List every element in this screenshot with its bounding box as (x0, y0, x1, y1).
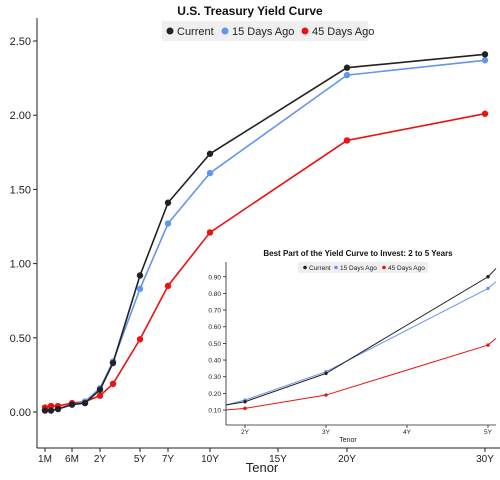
inset-data-point-45-days-ago (486, 343, 490, 347)
inset-y-tick-label: 0.80 (208, 291, 221, 298)
main-legend-label-45-days-ago: 45 Days Ago (312, 26, 374, 38)
main-data-point-current (47, 407, 55, 414)
inset-y-tick-label: 0.40 (208, 358, 221, 365)
main-data-point-45-days-ago (481, 110, 489, 117)
main-x-ticks: 1M 6M 2Y 5Y 7Y 10Y 15Y 20Y 30Y (38, 448, 494, 465)
main-x-tick-label: 30Y (476, 454, 494, 465)
inset-legend-label-current: Current (309, 265, 331, 272)
main-data-point-45-days-ago (206, 229, 214, 236)
main-legend-label-current: Current (177, 26, 214, 38)
main-data-point-current (206, 150, 214, 157)
inset-x-tick-label: 4Y (403, 429, 412, 436)
main-y-tick-label: 0.50 (10, 333, 31, 345)
main-data-point-45-days-ago (96, 392, 104, 399)
main-data-point-current (481, 51, 489, 58)
main-chart-title: U.S. Treasury Yield Curve (177, 4, 323, 18)
main-data-point-current (136, 272, 144, 279)
main-axes (36, 18, 500, 449)
main-x-tick-label: 6M (65, 454, 79, 465)
main-legend-marker-current (166, 27, 174, 35)
inset-legend-label-15-days-ago: 15 Days Ago (340, 265, 377, 272)
main-y-tick-label: 1.50 (10, 184, 31, 196)
main-legend: Current 15 Days Ago 45 Days Ago (162, 21, 374, 41)
inset-legend-marker-current (303, 265, 307, 270)
main-legend-marker-15-days-ago (221, 27, 229, 35)
main-data-point-45-days-ago (109, 380, 117, 388)
inset-data-point-45-days-ago (243, 406, 247, 411)
inset-x-tick-label: 3Y (322, 429, 331, 436)
main-data-point-current (164, 199, 172, 206)
inset-y-ticks: 0.10 0.20 0.30 0.40 0.50 0.60 0.70 0.80 0.90 (208, 274, 226, 415)
inset-legend-label-45-days-ago: 45 Days Ago (388, 265, 425, 272)
main-legend-label-15-days-ago: 15 Days Ago (232, 26, 294, 38)
main-data-point-current (68, 401, 76, 408)
inset-chart: Best Part of the Yield Curve to Invest: … (208, 240, 500, 445)
main-series-group (41, 51, 489, 414)
main-data-point-45-days-ago (136, 336, 144, 343)
main-data-point-45-days-ago (47, 402, 55, 410)
main-data-point-current (109, 359, 117, 367)
main-legend-background (162, 21, 368, 41)
main-x-axis-label: Tenor (246, 460, 279, 475)
inset-legend-marker-15-days-ago (334, 265, 338, 270)
main-y-tick-label: 2.50 (10, 36, 31, 48)
main-y-tick-label: 1.00 (10, 259, 31, 271)
main-y-ticks: 0.00 0.50 1.00 1.50 2.00 2.50 (10, 36, 37, 419)
inset-chart-title: Best Part of the Yield Curve to Invest: … (263, 249, 453, 258)
inset-x-ticks: 2Y 3Y 4Y 5Y (241, 425, 493, 436)
main-data-point-45-days-ago (164, 282, 172, 290)
main-y-tick-label: 2.00 (10, 110, 31, 122)
main-data-point-15-days-ago (343, 71, 351, 79)
inset-y-tick-label: 0.20 (208, 391, 221, 398)
main-data-point-15-days-ago (206, 169, 214, 177)
inset-y-tick-label: 0.90 (208, 274, 221, 281)
inset-legend-background (298, 262, 428, 273)
main-data-point-current (54, 405, 62, 413)
inset-y-tick-label: 0.50 (208, 341, 221, 348)
main-y-tick-label: 0.00 (10, 407, 31, 419)
inset-data-point-45-days-ago (324, 393, 328, 397)
inset-legend: Current 15 Days Ago 45 Days Ago (298, 262, 428, 273)
main-x-tick-label: 1M (38, 454, 52, 465)
main-x-tick-label: 20Y (338, 454, 356, 465)
main-x-tick-label: 15Y (269, 454, 287, 465)
inset-y-tick-label: 0.30 (208, 374, 221, 381)
inset-data-point-15-days-ago (486, 286, 490, 291)
inset-y-tick-label: 0.70 (208, 308, 221, 315)
inset-y-tick-label: 0.10 (208, 408, 221, 415)
main-data-point-current (81, 399, 89, 407)
main-data-point-current (41, 407, 49, 414)
main-x-tick-label: 2Y (94, 454, 107, 465)
inset-x-axis-label: Tenor (339, 437, 357, 444)
main-data-point-15-days-ago (164, 220, 172, 227)
main-data-point-15-days-ago (481, 57, 489, 64)
inset-x-tick-label: 2Y (241, 429, 250, 436)
main-x-tick-label: 7Y (162, 454, 175, 465)
main-data-point-15-days-ago (136, 285, 144, 293)
main-x-tick-label: 5Y (134, 454, 147, 465)
main-data-point-current (343, 64, 351, 71)
inset-data-point-current (243, 400, 247, 404)
main-legend-marker-45-days-ago (301, 27, 309, 35)
main-data-point-45-days-ago (343, 137, 351, 144)
inset-y-tick-label: 0.60 (208, 324, 221, 331)
inset-legend-marker-45-days-ago (382, 265, 386, 270)
inset-series-group (225, 268, 497, 411)
inset-x-tick-label: 5Y (484, 429, 493, 436)
main-data-point-current (96, 386, 104, 393)
inset-data-point-current (324, 371, 328, 376)
inset-background (222, 240, 500, 445)
inset-data-point-current (486, 275, 490, 279)
main-x-tick-label: 10Y (201, 454, 219, 465)
